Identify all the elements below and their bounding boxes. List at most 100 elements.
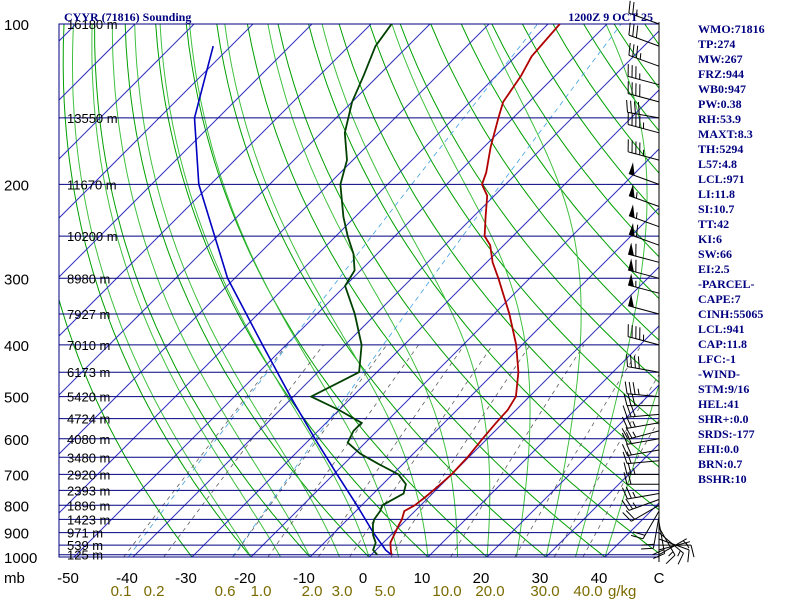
isotherm: [59, 24, 431, 396]
stability-index: TP:274: [698, 37, 736, 51]
wind-barb: [627, 324, 660, 346]
stability-index: -WIND-: [698, 367, 740, 381]
wind-barb: [621, 486, 660, 500]
stability-index: KI:6: [698, 232, 722, 246]
isotherm: [59, 24, 372, 337]
pressure-tick-label: 200: [4, 177, 29, 194]
isotherm: [486, 384, 659, 557]
temperature-tick-label: -10: [293, 570, 315, 587]
stability-index: CAP:11.8: [698, 337, 747, 351]
height-label: 2920 m: [67, 467, 110, 482]
wind-barb: [621, 427, 660, 440]
isotherm: [250, 148, 659, 557]
isotherm: [309, 207, 659, 557]
station-title: CYYR (71816) Sounding: [64, 10, 191, 24]
stability-index: L57:4.8: [698, 157, 737, 171]
stability-index: SW:66: [698, 247, 733, 261]
temperature-tick-label: 0: [359, 570, 367, 587]
mixing-ratio-label: 5.0: [375, 583, 396, 600]
wind-barb: [628, 223, 660, 246]
height-label: 1423 m: [67, 512, 110, 527]
height-label: 125 m: [67, 548, 103, 563]
isotherm: [59, 24, 549, 514]
wind-barb: [628, 22, 660, 47]
mixing-ratio-label: 10.0: [432, 583, 461, 600]
stability-index: SI:10.7: [698, 202, 735, 216]
stability-index: TT:42: [698, 217, 730, 231]
height-label: 7010 m: [67, 338, 110, 353]
wind-barb: [626, 99, 660, 119]
height-label: 971 m: [67, 526, 103, 541]
wind-barb: [658, 538, 690, 563]
isotherm: [545, 443, 659, 557]
wind-barb: [628, 204, 660, 228]
stability-index: LCL:971: [698, 172, 745, 186]
wind-barb: [623, 462, 659, 475]
stability-index: -PARCEL-: [698, 277, 755, 291]
height-label: 3480 m: [67, 450, 110, 465]
parcel-trace: [193, 45, 392, 556]
mixing-ratio-label: 1.0: [251, 583, 272, 600]
wind-barb: [624, 381, 660, 398]
wind-barb: [621, 498, 660, 511]
wind-barb: [630, 510, 660, 540]
stability-index: FRZ:944: [698, 67, 744, 81]
temperature-tick-label: -40: [116, 570, 138, 587]
isotherm: [427, 325, 659, 557]
isotherm: [59, 24, 254, 219]
sounding-profiles: [193, 24, 561, 556]
wind-barb: [622, 451, 660, 465]
height-label: 5420 m: [67, 390, 110, 405]
temperature-trace: [389, 24, 561, 555]
pressure-tick-label: 600: [4, 432, 29, 449]
wind-barb: [627, 242, 660, 263]
wind-barb: [628, 42, 660, 67]
wind-barb: [627, 64, 660, 86]
stability-index: EI:2.5: [698, 262, 730, 276]
wind-barb: [628, 0, 660, 25]
stability-index: SHR+:0.0: [698, 412, 749, 426]
stability-index: CAPE:7: [698, 292, 741, 306]
wind-barb: [627, 294, 660, 315]
stability-index: CINH:55065: [698, 307, 764, 321]
stability-index: WMO:71816: [698, 22, 765, 36]
height-label: 1896 m: [67, 498, 110, 513]
stability-index: LCL:941: [698, 322, 745, 336]
wind-barb: [621, 432, 660, 445]
stability-index: STM:9/16: [698, 382, 750, 396]
mixing-ratio-label: 0.1: [111, 583, 132, 600]
wind-barb: [628, 162, 660, 185]
height-label: 539 m: [67, 538, 103, 553]
stability-index: PW:0.38: [698, 97, 742, 111]
temperature-tick-label: 20: [473, 570, 490, 587]
stability-index: BRN:0.7: [698, 457, 743, 471]
temperature-tick-label: 40: [591, 570, 608, 587]
mixing-ratio-label: 3.0: [332, 583, 353, 600]
sounding-time: 1200Z 9 OCT 25: [568, 10, 653, 24]
isotherm: [191, 89, 659, 557]
wind-barb: [626, 354, 660, 373]
pressure-tick-label: 500: [4, 390, 29, 407]
height-label: 4080 m: [67, 432, 110, 447]
mixing-ratio-unit-label: g/kg: [608, 583, 636, 600]
mixing-ratio-label: 30.0: [530, 583, 559, 600]
pressure-tick-label: 700: [4, 467, 29, 484]
temperature-tick-label: -20: [234, 570, 256, 587]
wind-barb: [622, 404, 660, 418]
mixing-ratio-label: 20.0: [475, 583, 504, 600]
mixing-ratio-label: 40.0: [573, 583, 602, 600]
isotherm: [59, 24, 490, 455]
pressure-tick-label: 1000: [4, 550, 37, 567]
wind-barb: [627, 273, 660, 294]
wind-barb: [627, 258, 660, 279]
dewpoint-trace: [309, 24, 407, 556]
height-label: 6173 m: [67, 365, 110, 380]
pressure-tick-label: 400: [4, 338, 29, 355]
height-label: 7927 m: [67, 307, 110, 322]
wind-barb: [627, 81, 660, 103]
temperature-tick-label: -30: [175, 570, 197, 587]
height-label: 10200 m: [67, 229, 118, 244]
pressure-tick-label: 100: [4, 17, 29, 34]
